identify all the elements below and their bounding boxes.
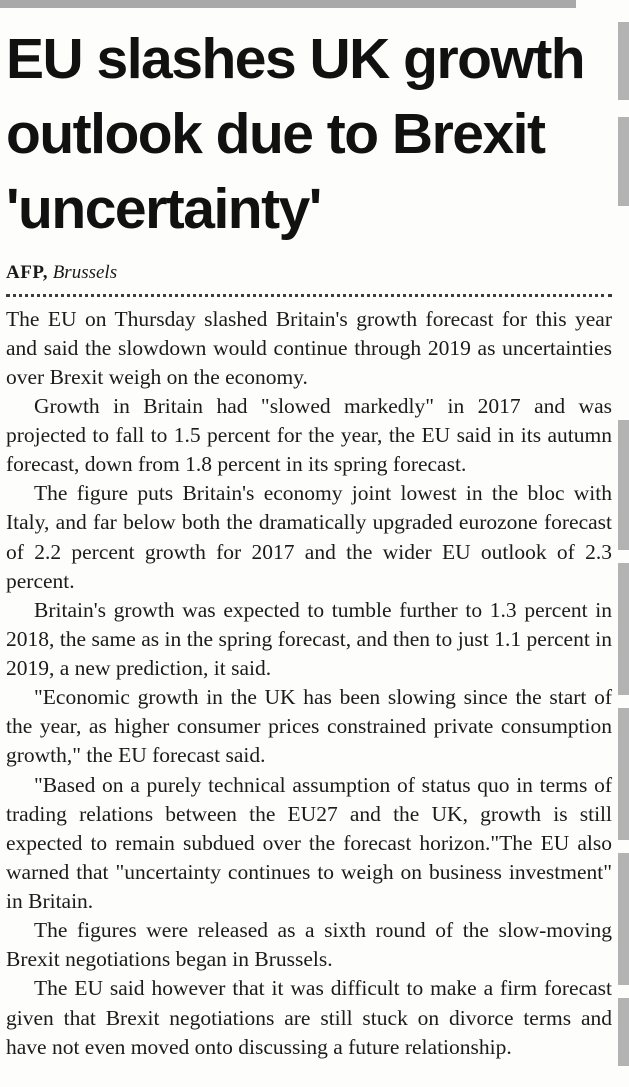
article-paragraph: "Economic growth in the UK has been slow… [6, 685, 612, 768]
byline: AFP, Brussels [6, 262, 612, 285]
article-paragraph: The figure puts Britain's economy joint … [6, 481, 612, 593]
byline-location: Brussels [52, 261, 118, 283]
article-paragraph: The EU on Thursday slashed Britain's gro… [6, 306, 612, 389]
article-paragraph: Growth in Britain had "slowed markedly" … [6, 393, 612, 477]
article-headline: EU slashes UK growth outlook due to Brex… [6, 27, 586, 242]
article: EU slashes UK growth outlook due to Brex… [6, 0, 612, 1062]
article-paragraph: The EU said however that it was difficul… [6, 976, 612, 1059]
article-paragraph: "Based on a purely technical assumption … [6, 772, 612, 914]
right-crop-strip [618, 708, 629, 840]
right-crop-strip [618, 563, 629, 695]
right-crop-strip [618, 22, 629, 100]
right-crop-strip [618, 420, 629, 550]
right-crop-strip [618, 998, 629, 1066]
right-crop-strip [618, 853, 629, 985]
article-paragraph: Britain's growth was expected to tumble … [6, 597, 612, 680]
top-crop-bar [0, 0, 576, 8]
dotted-divider [6, 293, 612, 297]
right-crop-strip [618, 117, 629, 206]
article-paragraph: The figures were released as a sixth rou… [6, 918, 612, 972]
article-body: The EU on Thursday slashed Britain's gro… [6, 305, 612, 1062]
byline-agency: AFP, [6, 261, 48, 283]
